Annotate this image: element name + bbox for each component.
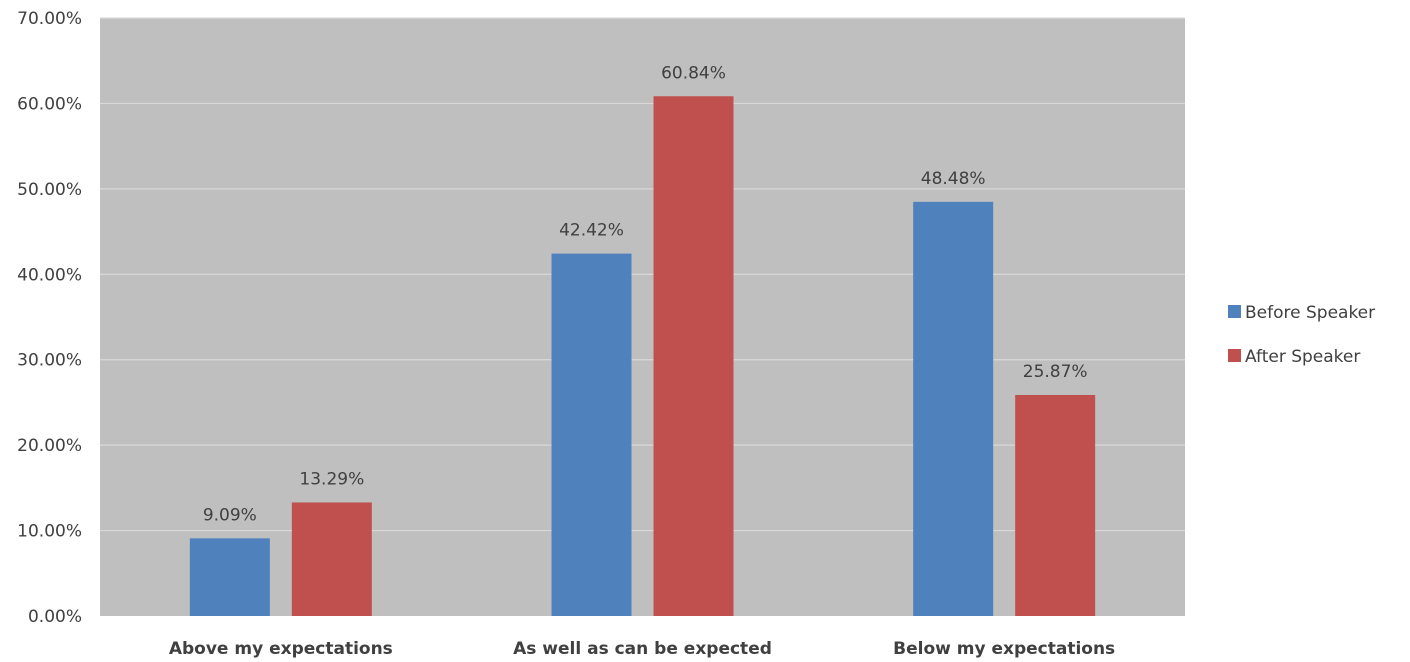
bars bbox=[189, 96, 1096, 617]
y-tick-label: 50.00% bbox=[17, 180, 82, 200]
y-tick-label: 70.00% bbox=[17, 9, 82, 29]
x-tick-label: Below my expectations bbox=[893, 639, 1115, 659]
data-label: 48.48% bbox=[921, 169, 986, 189]
x-axis-ticks: Above my expectations As well as can be e… bbox=[169, 639, 1115, 659]
data-label: 25.87% bbox=[1023, 362, 1088, 382]
legend-label: After Speaker bbox=[1245, 347, 1360, 367]
legend-label: Before Speaker bbox=[1245, 303, 1375, 323]
data-label: 9.09% bbox=[203, 505, 257, 525]
y-tick-label: 20.00% bbox=[17, 436, 82, 456]
bar-after-speaker bbox=[1015, 394, 1096, 616]
data-label: 42.42% bbox=[559, 221, 624, 241]
y-tick-label: 0.00% bbox=[28, 607, 82, 627]
y-tick-label: 30.00% bbox=[17, 351, 82, 371]
gridlines bbox=[100, 17, 1185, 532]
bar-before-speaker bbox=[551, 253, 632, 616]
bar-after-speaker bbox=[653, 96, 734, 617]
data-labels: 9.09% 13.29% 42.42% 60.84% 48.48% 25.87% bbox=[203, 63, 1088, 525]
y-axis-ticks: 0.00% 10.00% 20.00% 30.00% 40.00% 50.00% 60.00… bbox=[17, 9, 82, 627]
legend-swatch bbox=[1228, 305, 1241, 318]
legend: Before Speaker After Speaker bbox=[1228, 303, 1375, 367]
x-tick-label: Above my expectations bbox=[169, 639, 393, 659]
y-tick-label: 10.00% bbox=[17, 522, 82, 542]
data-label: 60.84% bbox=[661, 63, 726, 83]
bar-after-speaker bbox=[291, 502, 372, 616]
bar-before-speaker bbox=[189, 538, 270, 616]
plot-area bbox=[100, 18, 1185, 616]
y-tick-label: 60.00% bbox=[17, 94, 82, 114]
legend-swatch bbox=[1228, 349, 1241, 362]
y-tick-label: 40.00% bbox=[17, 265, 82, 285]
x-tick-label: As well as can be expected bbox=[513, 639, 772, 659]
bar-before-speaker bbox=[913, 201, 994, 616]
data-label: 13.29% bbox=[299, 469, 364, 489]
